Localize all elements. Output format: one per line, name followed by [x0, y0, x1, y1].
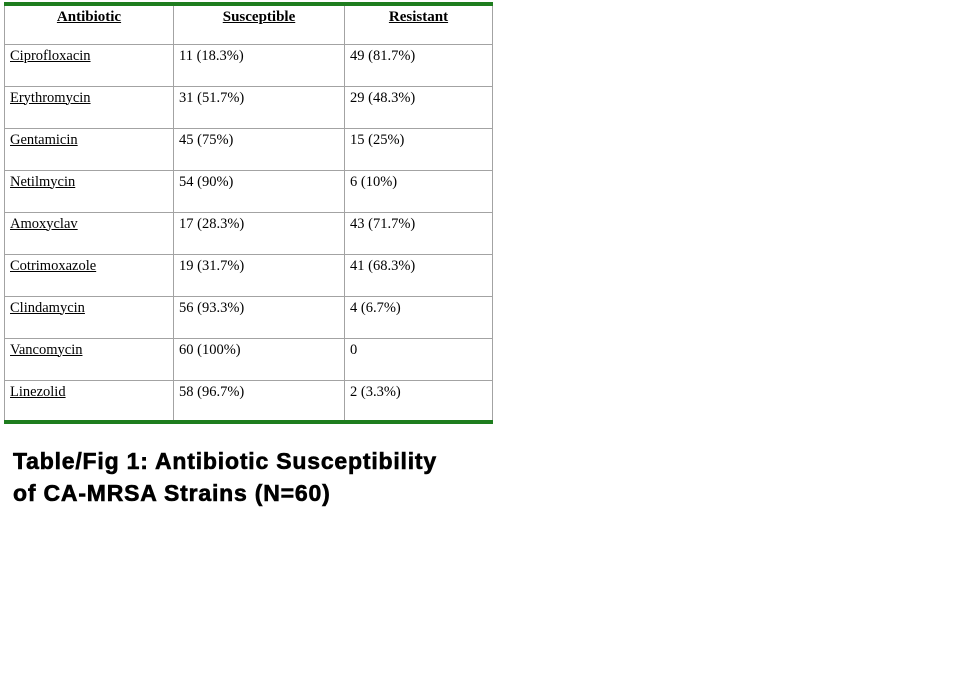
cell-resistant: 41 (68.3%)	[344, 253, 493, 297]
column-header-susceptible: Susceptible	[173, 3, 345, 45]
cell-antibiotic: Erythromycin	[4, 85, 174, 129]
cell-resistant: 2 (3.3%)	[344, 379, 493, 423]
table-row: Erythromycin 31 (51.7%) 29 (48.3%)	[4, 85, 493, 129]
table-row: Amoxyclav 17 (28.3%) 43 (71.7%)	[4, 211, 493, 255]
table-row: Linezolid 58 (96.7%) 2 (3.3%)	[4, 379, 493, 423]
cell-susceptible: 17 (28.3%)	[173, 211, 345, 255]
caption-line-2: of CA-MRSA Strains (N=60)	[13, 479, 331, 506]
table-header-row: Antibiotic Susceptible Resistant	[4, 3, 493, 45]
column-header-antibiotic: Antibiotic	[4, 3, 174, 45]
table-row: Ciprofloxacin 11 (18.3%) 49 (81.7%)	[4, 43, 493, 87]
cell-susceptible: 54 (90%)	[173, 169, 345, 213]
caption-line-1: Table/Fig 1: Antibiotic Susceptibility	[13, 448, 437, 475]
cell-susceptible: 56 (93.3%)	[173, 295, 345, 339]
cell-antibiotic: Netilmycin	[4, 169, 174, 213]
table-row: Clindamycin 56 (93.3%) 4 (6.7%)	[4, 295, 493, 339]
cell-susceptible: 31 (51.7%)	[173, 85, 345, 129]
cell-resistant: 43 (71.7%)	[344, 211, 493, 255]
cell-resistant: 4 (6.7%)	[344, 295, 493, 339]
table-row: Cotrimoxazole 19 (31.7%) 41 (68.3%)	[4, 253, 493, 297]
table-row: Netilmycin 54 (90%) 6 (10%)	[4, 169, 493, 213]
cell-antibiotic: Clindamycin	[4, 295, 174, 339]
cell-susceptible: 60 (100%)	[173, 337, 345, 381]
cell-antibiotic: Gentamicin	[4, 127, 174, 171]
column-header-resistant: Resistant	[344, 3, 493, 45]
cell-antibiotic: Vancomycin	[4, 337, 174, 381]
cell-antibiotic: Amoxyclav	[4, 211, 174, 255]
cell-susceptible: 58 (96.7%)	[173, 379, 345, 423]
cell-resistant: 29 (48.3%)	[344, 85, 493, 129]
table-caption: Table/Fig 1: Antibiotic Susceptibility o…	[13, 446, 437, 509]
cell-susceptible: 19 (31.7%)	[173, 253, 345, 297]
cell-resistant: 0	[344, 337, 493, 381]
cell-antibiotic: Linezolid	[4, 379, 174, 423]
table-row: Vancomycin 60 (100%) 0	[4, 337, 493, 381]
cell-susceptible: 45 (75%)	[173, 127, 345, 171]
cell-resistant: 6 (10%)	[344, 169, 493, 213]
cell-resistant: 49 (81.7%)	[344, 43, 493, 87]
table-row: Gentamicin 45 (75%) 15 (25%)	[4, 127, 493, 171]
cell-antibiotic: Ciprofloxacin	[4, 43, 174, 87]
cell-susceptible: 11 (18.3%)	[173, 43, 345, 87]
cell-resistant: 15 (25%)	[344, 127, 493, 171]
cell-antibiotic: Cotrimoxazole	[4, 253, 174, 297]
antibiotic-susceptibility-table: Antibiotic Susceptible Resistant Ciprofl…	[4, 2, 493, 424]
